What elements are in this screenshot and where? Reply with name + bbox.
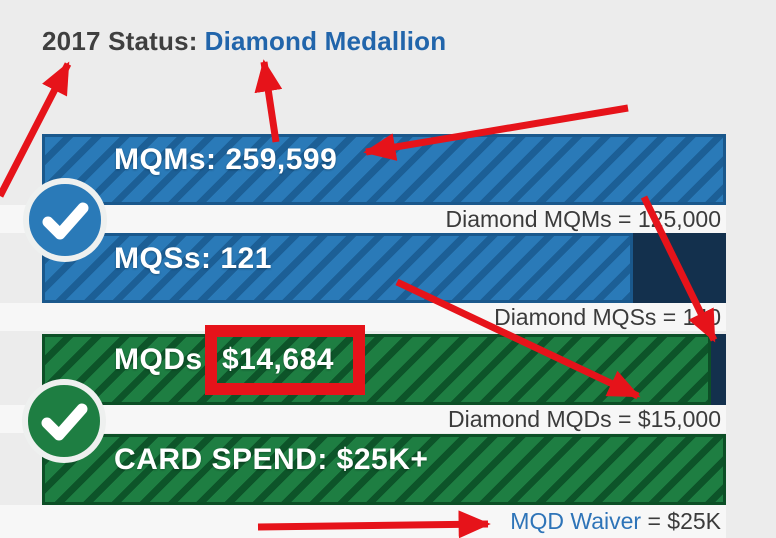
checkmark-icon [42,202,89,240]
progress-bar-mqs: MQSs: 121 [42,233,726,303]
bar-label-mqd: MQDs: $14,684 [114,343,334,376]
mqm-achieved-badge [23,178,107,262]
checkmark-icon [41,403,88,441]
progress-fill-card-spend [42,434,726,505]
bar-label-mqm: MQMs: 259,599 [114,143,338,176]
progress-bar-card-spend: CARD SPEND: $25K+ [42,434,726,505]
title-year-status: 2017 Status: [42,26,198,56]
page-title: 2017 Status: Diamond Medallion [42,26,446,57]
waiver-label-amount: = $25K [641,508,721,534]
mqd-achieved-badge [22,379,106,463]
target-label-mqs: Diamond MQSs = 140 [494,303,721,330]
progress-bar-mqd: MQDs: $14,684 [42,334,726,405]
target-row-mqm: Diamond MQMs = 125,000 [0,205,726,233]
arrow-to-diamond-medallion [254,59,283,143]
target-label-mqm: Diamond MQMs = 125,000 [445,205,722,232]
target-row-waiver: MQD Waiver = $25K [0,505,726,538]
bar-label-mqs: MQSs: 121 [114,242,272,275]
bar-label-card-spend: CARD SPEND: $25K+ [114,443,429,476]
target-row-mqd: Diamond MQDs = $15,000 [0,405,726,433]
target-label-mqd: Diamond MQDs = $15,000 [448,405,721,432]
title-status-value: Diamond Medallion [204,26,447,56]
waiver-label-blue: MQD Waiver [510,508,642,534]
target-row-mqs: Diamond MQSs = 140 [0,303,726,331]
progress-bar-mqm: MQMs: 259,599 [42,134,726,205]
